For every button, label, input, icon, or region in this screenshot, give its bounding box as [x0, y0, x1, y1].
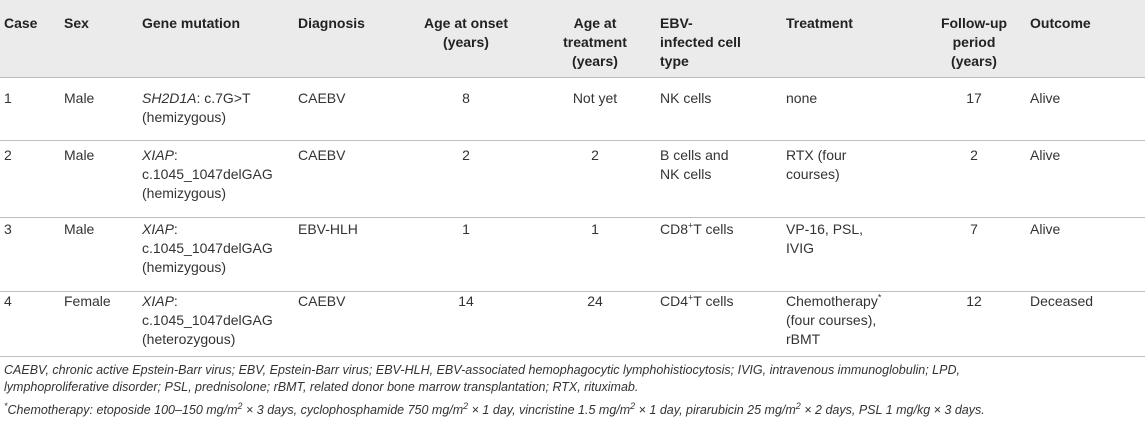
header-age-treatment: Age at treatment (years): [563, 15, 627, 69]
cell-age-onset: 1: [462, 221, 470, 237]
cell-outcome: Alive: [1030, 147, 1061, 163]
header-follow-up: Follow-up period (years): [940, 15, 1008, 69]
cell-gene: XIAP: c.1045_1047delGAG (heterozygous): [142, 293, 273, 347]
cell-follow-up: 7: [970, 221, 978, 237]
cell-outcome: Alive: [1030, 90, 1061, 106]
cell-treatment: Chemotherapy* (four courses), rBMT: [786, 292, 882, 347]
row-rule: [0, 217, 1145, 218]
cell-sex: Female: [64, 293, 111, 309]
header-sex: Sex: [64, 15, 89, 31]
cell-sex: Male: [64, 147, 95, 163]
cell-ebv-cell-type: CD8+T cells: [660, 220, 734, 237]
table-row: 1 Male SH2D1A: c.7G>T (hemizygous) CAEBV …: [0, 77, 1145, 140]
cell-age-onset: 2: [462, 147, 470, 163]
header-diagnosis: Diagnosis: [298, 15, 365, 31]
cell-case: 3: [4, 221, 12, 237]
header-rule: [0, 77, 1145, 78]
cell-treatment: RTX (four courses): [786, 147, 847, 182]
cell-treatment: VP-16, PSL, IVIG: [786, 221, 864, 256]
cell-age-onset: 14: [458, 293, 474, 309]
cell-follow-up: 17: [966, 90, 982, 106]
cell-outcome: Deceased: [1030, 293, 1094, 309]
header-case: Case: [4, 15, 38, 31]
cell-outcome: Alive: [1030, 221, 1061, 237]
table-row: 4 Female XIAP: c.1045_1047delGAG (heterozy…: [0, 291, 1145, 374]
cell-age-treatment: Not yet: [572, 90, 618, 106]
cell-gene: XIAP: c.1045_1047delGAG (hemizygous): [142, 221, 273, 275]
footnote-abbreviations: CAEBV, chronic active Epstein-Barr virus…: [4, 363, 960, 394]
row-rule: [0, 140, 1145, 141]
cell-age-treatment: 2: [591, 147, 599, 163]
header-ebv-cell-type: EBV-infected cell type: [660, 15, 741, 69]
table-bottom-rule: [0, 356, 1145, 357]
cell-age-treatment: 24: [587, 293, 603, 309]
cell-diagnosis: CAEBV: [298, 293, 346, 309]
cell-sex: Male: [64, 221, 95, 237]
table-row: 2 Male XIAP: c.1045_1047delGAG (hemizygous…: [0, 140, 1145, 217]
cell-sex: Male: [64, 90, 95, 106]
data-table: Case Sex Gene mutation Diagnosis Age at …: [0, 15, 1145, 374]
cell-age-onset: 8: [462, 90, 470, 106]
cell-ebv-cell-type: B cells and NK cells: [660, 147, 729, 182]
cell-follow-up: 2: [970, 147, 978, 163]
cell-gene: XIAP: c.1045_1047delGAG (hemizygous): [142, 147, 273, 201]
header-treatment: Treatment: [786, 15, 853, 31]
footnote-chemotherapy: *Chemotherapy: etoposide 100–150 mg/m2 ×…: [4, 400, 985, 417]
cell-follow-up: 12: [966, 293, 982, 309]
cell-case: 1: [4, 90, 12, 106]
cell-case: 2: [4, 147, 12, 163]
cell-diagnosis: CAEBV: [298, 90, 346, 106]
header-gene-mutation: Gene mutation: [142, 15, 241, 31]
cell-ebv-cell-type: NK cells: [660, 90, 712, 106]
table-row: 3 Male XIAP: c.1045_1047delGAG (hemizygous…: [0, 217, 1145, 291]
cell-treatment: none: [786, 90, 818, 106]
header-band: [0, 0, 1145, 77]
cell-case: 4: [4, 293, 12, 309]
header-age-onset: Age at onset (years): [423, 15, 508, 50]
cell-gene: SH2D1A: c.7G>T (hemizygous): [142, 90, 251, 125]
row-rule: [0, 291, 1145, 292]
cell-ebv-cell-type: CD4+T cells: [660, 292, 734, 309]
cell-diagnosis: CAEBV: [298, 147, 346, 163]
cell-age-treatment: 1: [591, 221, 599, 237]
cell-diagnosis: EBV-HLH: [298, 221, 358, 237]
header-outcome: Outcome: [1030, 15, 1091, 31]
